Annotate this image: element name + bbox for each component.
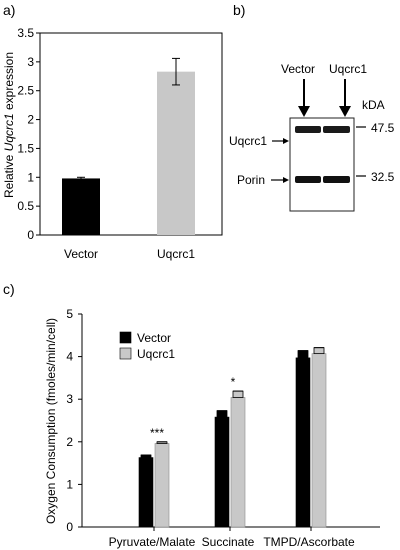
blot-marker-47-5: 47.5 — [356, 121, 395, 135]
oxygen-bar-uqcrc1 — [154, 443, 170, 528]
oxygen-error-bar — [297, 350, 309, 359]
blot-membrane — [289, 117, 355, 212]
blot-band-uqcrc1-uqcrc1 — [323, 126, 350, 133]
expression-y-tick-label: 1 — [27, 170, 34, 184]
oxygen-legend-label-uqcrc1: Uqcrc1 — [137, 347, 175, 361]
blot-lane-label-vector: Vector — [281, 62, 315, 76]
oxygen-x-tick-label: TMPD/Ascorbate — [263, 535, 355, 549]
oxygen-error-bar — [216, 410, 228, 418]
oxygen-x-tick-label: Pyruvate/Malate — [109, 535, 196, 549]
oxygen-legend-swatch-uqcrc1 — [119, 347, 132, 360]
oxygen-y-axis-label: Oxygen Consumption (fmoles/min/cell) — [44, 318, 58, 524]
oxygen-legend-swatch-vector — [119, 331, 132, 344]
oxygen-legend-label-vector: Vector — [137, 331, 171, 345]
blot-band-porin-uqcrc1 — [323, 176, 350, 183]
expression-y-tick-label: 0.5 — [17, 199, 34, 213]
blot-band-label-uqcrc1: Uqcrc1 — [229, 134, 267, 148]
blot-marker-32-5: 32.5 — [356, 170, 395, 184]
blot-lane-arrow-uqcrc1 — [339, 79, 351, 117]
oxygen-significance-label: * — [231, 375, 236, 389]
oxygen-y-tick-label: 2 — [66, 435, 73, 449]
blot-lane-arrow-vector — [298, 79, 310, 117]
expression-y-tick-label: 3 — [27, 55, 34, 69]
panel-label-b: b) — [233, 2, 245, 18]
expression-y-axis-label: Relative Uqcrc1 expression — [2, 52, 16, 198]
oxygen-bar-uqcrc1 — [311, 353, 327, 528]
expression-chart: Relative Uqcrc1 expression 0 0.5 1 1.5 2 2.5 3… — [2, 26, 223, 261]
svg-text:47.5: 47.5 — [371, 121, 395, 135]
oxygen-bar-vector — [214, 416, 230, 528]
expression-x-tick-label: Vector — [64, 247, 98, 261]
oxygen-y-tick-label: 4 — [66, 350, 73, 364]
oxygen-bar-uqcrc1 — [230, 397, 246, 528]
panel-label-a: a) — [3, 2, 15, 18]
expression-plot-frame — [39, 32, 223, 236]
expression-y-tick-label: 2 — [27, 113, 34, 127]
expression-bar-uqcrc1 — [157, 71, 195, 235]
panel-label-c: c) — [3, 281, 15, 297]
expression-y-tick-label: 0 — [27, 228, 34, 242]
blot-band-porin-vector — [295, 176, 321, 183]
oxygen-x-tick-label: Succinate — [202, 535, 255, 549]
expression-y-tick-label: 1.5 — [17, 141, 34, 155]
blot-unit-label: kDA — [362, 98, 385, 112]
expression-y-tick-label: 2.5 — [17, 84, 34, 98]
oxygen-y-tick-label: 3 — [66, 392, 73, 406]
oxygen-consumption-chart: Oxygen Consumption (fmoles/min/cell) 0 1 2… — [44, 307, 380, 549]
svg-text:32.5: 32.5 — [371, 170, 395, 184]
oxygen-y-tick-label: 5 — [66, 307, 73, 321]
blot-band-label-porin: Porin — [237, 173, 265, 187]
blot-band-arrow-porin — [271, 177, 289, 183]
oxygen-error-bar — [232, 390, 244, 398]
oxygen-y-tick-label: 1 — [66, 477, 73, 491]
expression-bar-vector — [62, 178, 100, 235]
blot-band-uqcrc1-vector — [295, 126, 321, 133]
blot-band-arrow-uqcrc1 — [272, 138, 289, 144]
blot-lane-label-uqcrc1: Uqcrc1 — [329, 62, 367, 76]
oxygen-error-bar — [313, 347, 325, 355]
oxygen-y-tick-label: 0 — [66, 520, 73, 534]
expression-x-tick-label: Uqcrc1 — [157, 247, 195, 261]
oxygen-significance-label: *** — [150, 426, 164, 440]
oxygen-bar-vector — [295, 357, 311, 528]
expression-y-tick-label: 3.5 — [17, 26, 34, 40]
western-blot: Vector Uqcrc1 kDA Uqcrc1 Porin — [229, 62, 395, 212]
oxygen-bar-vector — [138, 457, 154, 528]
